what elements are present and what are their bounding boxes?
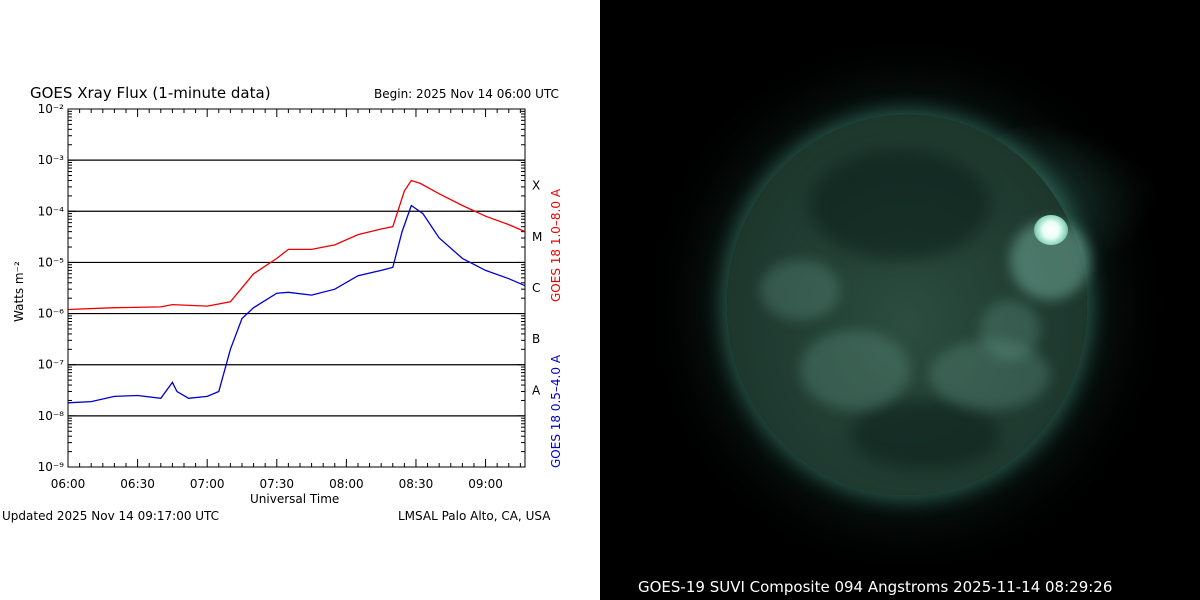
image-caption: GOES-19 SUVI Composite 094 Angstroms 202… (638, 578, 1113, 596)
series-long-label: GOES 18 1.0–8.0 A (549, 188, 563, 302)
active-region (760, 260, 840, 320)
x-tick-label: 07:00 (190, 477, 225, 491)
xray-flux-panel: 10⁻⁹ 10⁻⁸ 10⁻⁷ 10⁻⁶ 10⁻⁵ 10⁻⁴ 10⁻³ 10⁻² 06:00 06:… (2, 84, 563, 523)
x-tick-label: 06:30 (120, 477, 155, 491)
flare-class-label: X (532, 179, 540, 193)
y-tick-label: 10⁻⁹ (38, 460, 65, 474)
y-tick-label: 10⁻⁶ (38, 307, 65, 321)
active-region (930, 340, 1050, 410)
y-tick-label: 10⁻⁷ (38, 358, 65, 372)
y-axis-label: Watts m⁻² (12, 261, 26, 322)
y-tick-label: 10⁻³ (38, 153, 65, 167)
solar-flare (1034, 215, 1068, 245)
flare-class-label: B (532, 332, 540, 346)
credit-text: LMSAL Palo Alto, CA, USA (398, 509, 551, 523)
x-axis-label: Universal Time (250, 492, 340, 506)
series-short-label: GOES 18 0.5–4.0 A (549, 354, 563, 468)
begin-time: Begin: 2025 Nov 14 06:00 UTC (374, 87, 559, 101)
coronal-hole (850, 400, 1000, 470)
y-tick-label: 10⁻² (38, 102, 65, 116)
updated-timestamp: Updated 2025 Nov 14 09:17:00 UTC (2, 509, 220, 523)
x-tick-label: 06:00 (51, 477, 86, 491)
flare-class-label: A (532, 383, 541, 397)
y-tick-label: 10⁻⁸ (38, 409, 65, 423)
series-line-short (67, 204, 526, 404)
x-tick-label: 08:30 (399, 477, 434, 491)
flare-class-label: C (532, 281, 540, 295)
series-line-long (67, 179, 526, 311)
active-region (800, 330, 910, 410)
x-tick-label: 07:30 (259, 477, 294, 491)
solar-image-panel: GOES-19 SUVI Composite 094 Angstroms 202… (600, 0, 1200, 600)
flare-class-label: M (532, 230, 542, 244)
y-tick-label: 10⁻⁴ (38, 204, 65, 218)
x-tick-label: 08:00 (329, 477, 364, 491)
active-region (980, 300, 1040, 360)
chart-title: GOES Xray Flux (1-minute data) (30, 84, 271, 102)
y-tick-label: 10⁻⁵ (38, 255, 65, 269)
xray-flux-chart: 10⁻⁹ 10⁻⁸ 10⁻⁷ 10⁻⁶ 10⁻⁵ 10⁻⁴ 10⁻³ 10⁻² 06:00 06:… (38, 102, 543, 491)
x-tick-label: 09:00 (468, 477, 503, 491)
coronal-hole (810, 150, 990, 260)
plot-frame (67, 108, 526, 468)
